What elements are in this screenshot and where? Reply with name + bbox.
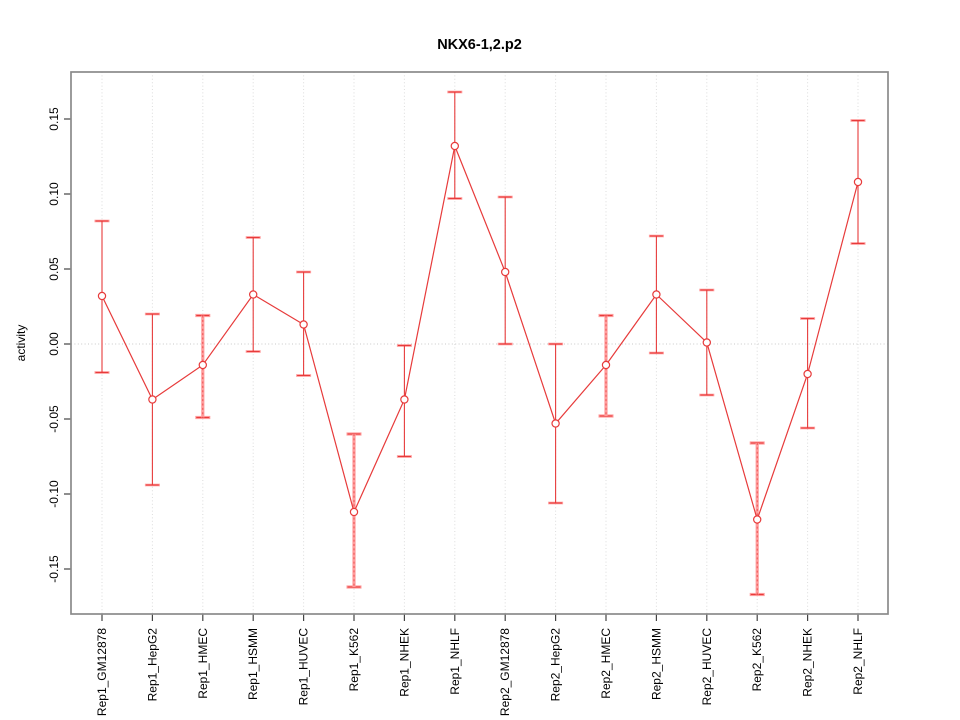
data-point xyxy=(450,141,459,151)
chart-title: NKX6-1,2.p2 xyxy=(437,37,522,53)
data-point xyxy=(198,360,207,370)
series-line xyxy=(101,143,859,522)
y-tick-label: 0.05 xyxy=(47,257,61,281)
x-tick-label: Rep1_K562 xyxy=(347,628,361,692)
y-tick-label: -0.05 xyxy=(47,405,61,433)
data-point xyxy=(702,338,712,347)
data-point xyxy=(148,395,157,404)
data-point xyxy=(803,369,812,379)
data-point xyxy=(501,267,510,277)
x-tick-label: Rep2_HMEC xyxy=(599,628,613,699)
data-series xyxy=(97,141,863,524)
x-tick-label: Rep2_HUVEC xyxy=(700,628,714,706)
error-bars xyxy=(94,90,866,597)
x-tick-label: Rep2_HepG2 xyxy=(549,628,563,702)
y-tick-label: 0.10 xyxy=(47,182,61,206)
data-point xyxy=(248,290,258,299)
x-tick-label: Rep2_HSMM xyxy=(649,628,663,700)
data-point xyxy=(753,515,762,524)
gridlines xyxy=(101,72,859,614)
y-axis-label: activity xyxy=(14,325,28,362)
x-tick-label: Rep1_HMEC xyxy=(196,628,210,699)
x-tick-label: Rep2_GM12878 xyxy=(498,628,512,716)
data-point xyxy=(349,507,359,517)
data-point xyxy=(601,360,611,370)
x-tick-label: Rep1_HSMM xyxy=(246,628,260,700)
y-tick-label: 0.15 xyxy=(47,107,61,131)
plot-frame xyxy=(70,71,889,615)
x-tick-label: Rep2_NHLF xyxy=(851,628,865,695)
data-point xyxy=(299,320,308,329)
x-tick-label: Rep1_HUVEC xyxy=(297,628,311,706)
y-tick-label: -0.10 xyxy=(47,480,61,508)
data-point xyxy=(652,290,661,299)
x-tick-label: Rep1_NHEK xyxy=(397,628,411,697)
x-tick-label: Rep1_GM12878 xyxy=(95,628,109,716)
y-tick-label: -0.15 xyxy=(47,555,61,583)
data-point xyxy=(400,395,409,404)
x-tick-label: Rep1_HepG2 xyxy=(145,628,159,702)
data-point xyxy=(551,419,560,428)
data-point xyxy=(853,177,863,187)
axes: -0.15 -0.10 -0.05 0.00 0.05 0.10 0.15 Rep1_GM12… xyxy=(47,107,865,716)
x-tick-label: Rep2_K562 xyxy=(750,628,764,692)
x-tick-label: Rep2_NHEK xyxy=(801,628,815,697)
x-tick-label: Rep1_NHLF xyxy=(448,628,462,695)
data-point xyxy=(97,291,107,301)
y-tick-label: 0.00 xyxy=(47,332,61,356)
